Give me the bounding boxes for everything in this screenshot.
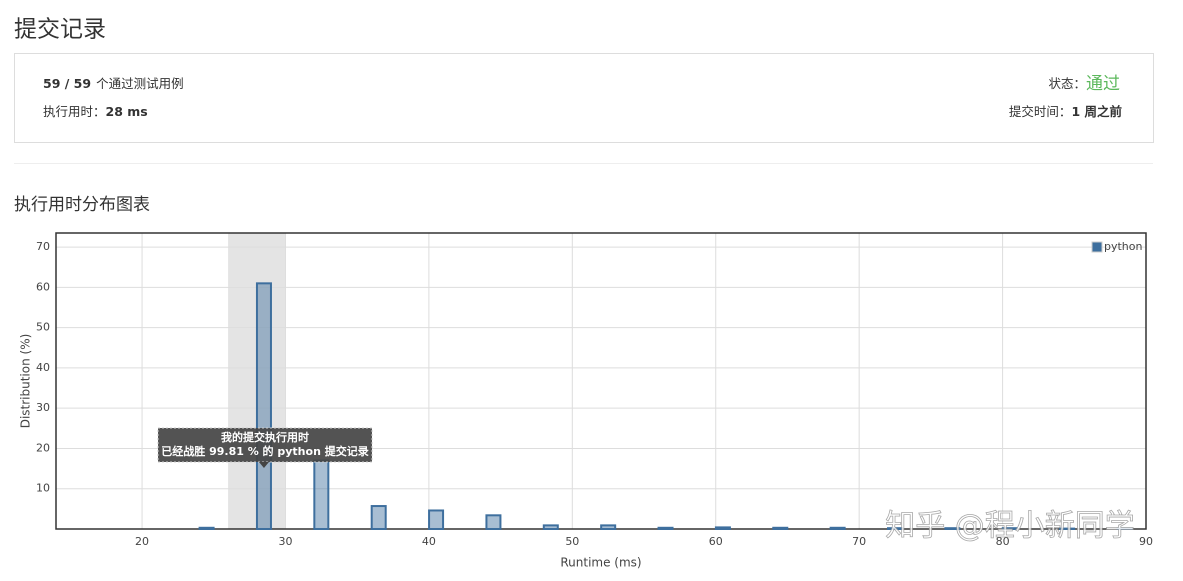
bar [659, 528, 673, 529]
y-tick-label: 10 [36, 482, 50, 495]
y-tick-label: 40 [36, 361, 50, 374]
tooltip-text: 我的提交执行用时 [221, 430, 309, 444]
time: 1 周之前 [1071, 104, 1122, 119]
tooltip-text: 已经战胜 99.81 % 的 python 提交记录 [161, 444, 369, 458]
bar [773, 528, 787, 529]
runtime: 28 ms [106, 104, 148, 119]
summary-card [15, 54, 1154, 143]
cases-label: 个通过测试用例 [96, 76, 184, 91]
plot-frame [56, 233, 1146, 529]
page-title: 提交记录 [14, 17, 106, 43]
x-axis-label: Runtime (ms) [560, 556, 641, 570]
bar [544, 525, 558, 529]
bar [486, 515, 500, 529]
x-tick-label: 90 [1139, 535, 1153, 548]
status-label: 状态： [1048, 76, 1086, 91]
legend-label: python [1104, 240, 1143, 253]
y-tick-label: 30 [36, 401, 50, 414]
x-tick-label: 40 [422, 535, 436, 548]
bar [601, 525, 615, 529]
time-line: 提交时间：1 周之前 [1009, 104, 1123, 119]
bar [429, 510, 443, 529]
runtime-line: 执行用时：28 ms [43, 104, 148, 119]
watermark: 知乎 @程小新同学 [885, 509, 1135, 544]
y-tick-label: 50 [36, 321, 50, 334]
x-tick-label: 20 [135, 535, 149, 548]
x-tick-label: 50 [565, 535, 579, 548]
section-title: 执行用时分布图表 [14, 195, 150, 215]
bar [200, 528, 214, 529]
time-label: 提交时间： [1009, 104, 1072, 119]
y-tick-label: 20 [36, 441, 50, 454]
status: 通过 [1086, 74, 1120, 94]
y-tick-label: 70 [36, 240, 50, 253]
x-tick-label: 30 [278, 535, 292, 548]
bar [716, 527, 730, 529]
x-tick-label: 70 [852, 535, 866, 548]
runtime-label: 执行用时： [43, 104, 106, 119]
x-tick-label: 60 [709, 535, 723, 548]
bar [831, 528, 845, 529]
bar [257, 283, 271, 529]
bar [372, 506, 386, 529]
y-tick-label: 60 [36, 280, 50, 293]
cases-line: 59 / 59 个通过测试用例 [43, 76, 184, 91]
bar [314, 461, 328, 529]
cases: 59 / 59 [43, 76, 91, 91]
y-axis-label: Distribution (%) [19, 334, 33, 429]
legend-swatch [1092, 242, 1102, 252]
